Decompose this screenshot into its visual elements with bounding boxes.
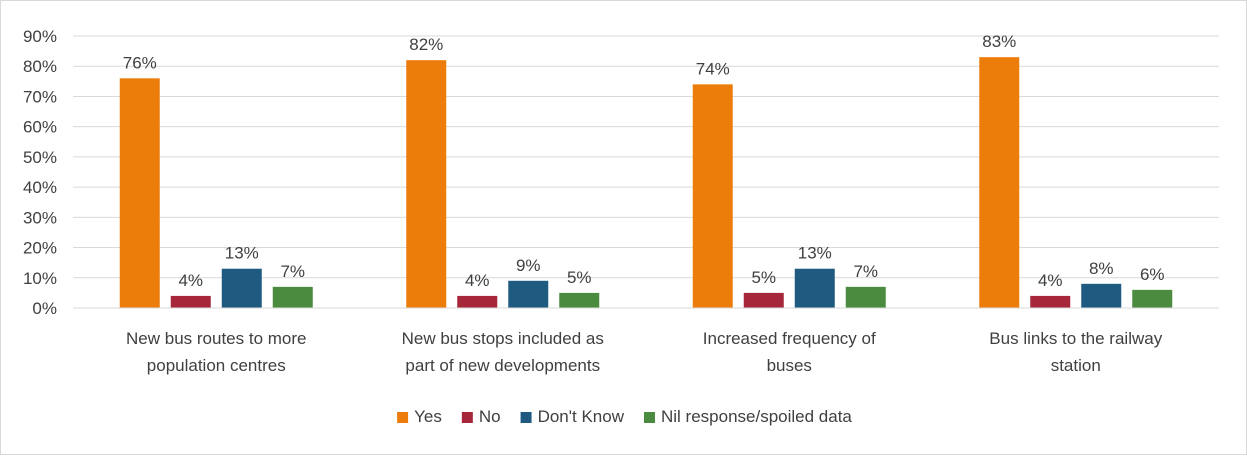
bar <box>1132 289 1173 308</box>
legend-swatch <box>397 412 409 423</box>
x-category-label: Bus links to the railway <box>989 329 1162 348</box>
data-label: 4% <box>1038 271 1063 290</box>
data-label: 74% <box>696 59 730 78</box>
data-label: 4% <box>178 271 203 290</box>
x-category-label: New bus routes to more <box>126 329 306 348</box>
bar <box>170 295 211 308</box>
bar <box>692 84 733 308</box>
legend-swatch <box>520 412 532 423</box>
bar <box>119 78 160 308</box>
bar <box>979 57 1020 309</box>
x-category-label: New bus stops included as <box>402 329 604 348</box>
y-tick-label: 60% <box>23 118 57 137</box>
data-label: 7% <box>280 262 305 281</box>
data-label: 5% <box>751 268 776 287</box>
legend-swatch <box>643 412 655 423</box>
legend-label: Don't Know <box>538 407 625 426</box>
legend-label: Nil response/spoiled data <box>661 407 852 426</box>
x-category-label: buses <box>767 356 812 375</box>
y-tick-label: 20% <box>23 239 57 258</box>
y-tick-label: 40% <box>23 178 57 197</box>
bar <box>845 286 886 308</box>
data-label: 9% <box>516 256 541 275</box>
data-label: 4% <box>465 271 490 290</box>
y-tick-label: 70% <box>23 87 57 106</box>
data-label: 6% <box>1140 265 1165 284</box>
x-category-label: population centres <box>147 356 286 375</box>
bar <box>221 268 262 308</box>
y-tick-label: 0% <box>32 299 57 318</box>
y-tick-label: 30% <box>23 208 57 227</box>
x-category-label: Increased frequency of <box>703 329 876 348</box>
bar <box>1081 283 1122 308</box>
data-label: 82% <box>409 35 443 54</box>
bar <box>559 292 600 308</box>
data-label: 13% <box>225 244 259 263</box>
y-tick-label: 90% <box>23 27 57 46</box>
legend: Yes No Don't Know Nil response/spoiled data <box>397 407 852 426</box>
data-label: 83% <box>982 32 1016 51</box>
bar <box>406 60 447 308</box>
legend-swatch <box>461 412 473 423</box>
data-label: 7% <box>853 262 878 281</box>
bar <box>457 295 498 308</box>
data-label: 13% <box>798 244 832 263</box>
x-category-label: station <box>1051 356 1101 375</box>
data-label: 8% <box>1089 259 1114 278</box>
y-tick-label: 50% <box>23 148 57 167</box>
x-category-label: part of new developments <box>405 356 600 375</box>
legend-label: No <box>479 407 501 426</box>
bar <box>508 280 549 308</box>
bar <box>1030 295 1071 308</box>
y-tick-label: 80% <box>23 57 57 76</box>
data-label: 5% <box>567 268 592 287</box>
legend-label: Yes <box>414 407 442 426</box>
bar <box>794 268 835 308</box>
data-label: 76% <box>123 53 157 72</box>
bar <box>272 286 313 308</box>
y-tick-label: 10% <box>23 269 57 288</box>
bar <box>743 292 784 308</box>
